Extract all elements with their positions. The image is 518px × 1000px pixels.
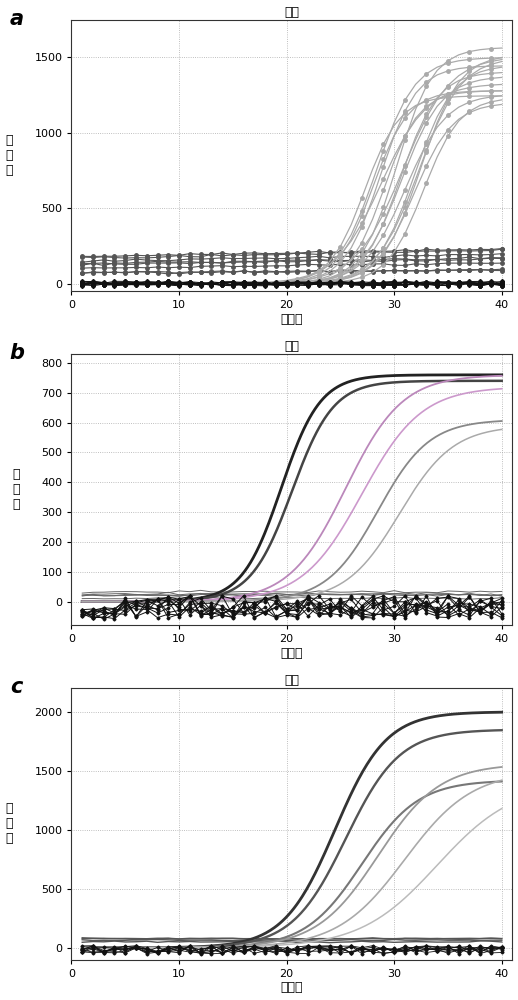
Y-axis label: 荧
光
値: 荧 光 値 bbox=[12, 468, 20, 511]
Title: 扩增: 扩增 bbox=[284, 340, 299, 353]
Y-axis label: 荧
光
値: 荧 光 値 bbox=[6, 802, 13, 845]
Text: b: b bbox=[10, 343, 25, 363]
X-axis label: 循环数: 循环数 bbox=[281, 313, 303, 326]
Text: c: c bbox=[10, 677, 22, 697]
Title: 扩增: 扩增 bbox=[284, 6, 299, 19]
Y-axis label: 荧
光
値: 荧 光 値 bbox=[6, 134, 13, 177]
Text: a: a bbox=[10, 9, 24, 29]
X-axis label: 循环数: 循环数 bbox=[281, 647, 303, 660]
Title: 扩增: 扩增 bbox=[284, 674, 299, 687]
X-axis label: 循环数: 循环数 bbox=[281, 981, 303, 994]
